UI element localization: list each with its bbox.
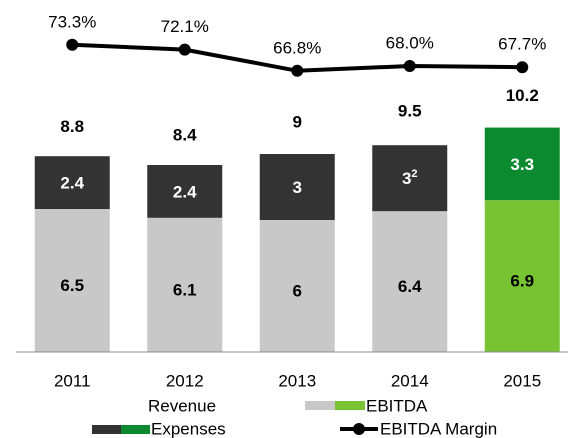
x-tick-label: 2015 bbox=[503, 371, 541, 390]
expenses-label: 2.4 bbox=[173, 183, 197, 202]
legend-label: Expenses bbox=[151, 419, 226, 438]
margin-point bbox=[403, 60, 416, 72]
revenue-label: 10.2 bbox=[506, 86, 539, 105]
legend-swatch bbox=[121, 425, 150, 434]
ebitda-bar bbox=[34, 209, 110, 352]
revenue-label: 8.8 bbox=[60, 117, 84, 136]
revenue-label: 9 bbox=[293, 112, 302, 131]
legend-label: EBITDA bbox=[366, 396, 428, 415]
expenses-value: 2.4 bbox=[60, 174, 84, 193]
expenses-value: 3 bbox=[293, 178, 302, 197]
expenses-bar bbox=[259, 154, 335, 220]
expenses-bar bbox=[147, 165, 223, 218]
x-tick-label: 2012 bbox=[166, 371, 204, 390]
ebitda-bar bbox=[259, 220, 335, 352]
ebitda-label: 6 bbox=[293, 281, 302, 300]
ebitda-bar bbox=[372, 211, 448, 352]
legend-swatch bbox=[335, 401, 365, 410]
expenses-value: 3.3 bbox=[510, 155, 534, 174]
revenue-label: 8.4 bbox=[173, 126, 197, 145]
margin-label: 67.7% bbox=[498, 35, 546, 54]
ebitda-bar bbox=[484, 200, 560, 352]
revenue-label: 9.5 bbox=[398, 101, 422, 120]
margin-label: 68.0% bbox=[386, 33, 434, 52]
margin-label: 66.8% bbox=[273, 38, 321, 57]
ebitda-label: 6.9 bbox=[510, 272, 534, 291]
x-tick-label: 2013 bbox=[278, 371, 316, 390]
margin-point bbox=[178, 43, 191, 56]
legend-swatch bbox=[92, 425, 121, 434]
expenses-label: 32 bbox=[402, 168, 418, 189]
margin-point bbox=[516, 61, 529, 74]
expenses-value: 2.4 bbox=[173, 183, 197, 202]
margin-point bbox=[66, 38, 79, 51]
ebitda-label: 6.5 bbox=[60, 276, 84, 295]
expenses-bar bbox=[34, 156, 110, 209]
ebitda-bar bbox=[147, 217, 223, 352]
margin-label: 72.1% bbox=[161, 17, 209, 36]
margin-point bbox=[291, 64, 304, 77]
expenses-value: 3 bbox=[402, 170, 411, 189]
x-tick-label: 2014 bbox=[391, 371, 429, 390]
expenses-label: 2.4 bbox=[60, 174, 84, 193]
margin-label: 73.3% bbox=[48, 12, 96, 31]
expenses-bar bbox=[484, 127, 560, 201]
ebitda-label: 6.4 bbox=[398, 277, 422, 296]
legend-marker bbox=[353, 423, 365, 435]
expenses-bar bbox=[372, 145, 448, 212]
x-tick-label: 2011 bbox=[54, 371, 91, 390]
legend-label: EBITDA Margin bbox=[380, 419, 497, 438]
legend-label: Revenue bbox=[148, 396, 216, 415]
expenses-label: 3.3 bbox=[510, 155, 534, 174]
footnote-mark: 2 bbox=[411, 168, 417, 180]
expenses-label: 3 bbox=[293, 178, 302, 197]
ebitda-label: 6.1 bbox=[173, 280, 197, 299]
legend-swatch bbox=[305, 401, 335, 410]
